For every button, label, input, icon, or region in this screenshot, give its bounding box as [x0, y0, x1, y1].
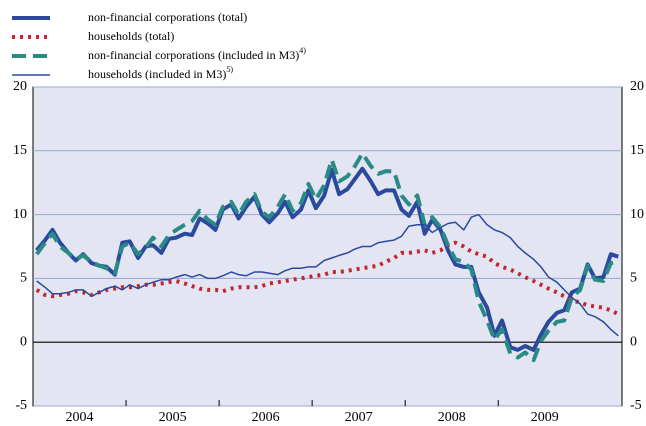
legend-name: households (included in M3) — [88, 67, 226, 81]
x-tick-label: 2007 — [345, 410, 373, 425]
y-tick-label: 5 — [20, 271, 27, 286]
legend-label: non-financial corporations (included in … — [88, 46, 306, 62]
legend-name: households (total) — [88, 29, 174, 43]
y-tick-label: 0 — [20, 334, 27, 349]
legend-name: non-financial corporations (included in … — [88, 48, 299, 62]
series-line — [35, 240, 620, 316]
legend-label: households (included in M3)5) — [88, 65, 233, 81]
y-tick-label: 10 — [13, 207, 27, 222]
x-tick-label: 2009 — [531, 410, 559, 425]
y2-tick-label: 20 — [630, 79, 644, 94]
y2-tick-label: 10 — [630, 207, 644, 222]
x-tick-label: 2006 — [252, 410, 280, 425]
y2-tick-label: -5 — [630, 398, 642, 413]
legend-label: households (total) — [88, 29, 174, 43]
legend-name: non-financial corporations (total) — [88, 10, 247, 24]
y2-tick-label: 0 — [630, 334, 637, 349]
legend-note: 4) — [299, 46, 306, 55]
legend-note: 5) — [226, 65, 233, 74]
y2-tick-label: 15 — [630, 143, 644, 158]
y2-tick-label: 5 — [630, 271, 637, 286]
legend-label: non-financial corporations (total) — [88, 10, 247, 24]
series-line — [36, 213, 619, 337]
y-tick-label: -5 — [15, 398, 27, 413]
x-tick-label: 2008 — [438, 410, 466, 425]
y-tick-label: 15 — [13, 143, 27, 158]
y-tick-label: 20 — [13, 79, 27, 94]
x-tick-label: 2005 — [159, 410, 187, 425]
series-line — [35, 151, 619, 363]
x-tick-label: 2004 — [66, 410, 94, 425]
